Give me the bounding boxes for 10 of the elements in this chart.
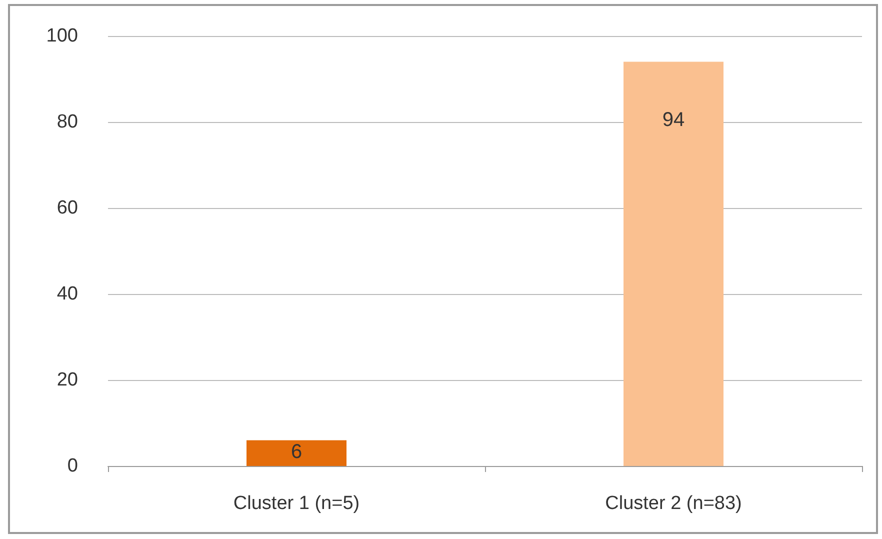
- y-tick-label: 40: [56, 284, 78, 304]
- data-label: 94: [662, 108, 685, 131]
- x-tick-label: Cluster 2 (n=83): [605, 493, 742, 514]
- y-tick-label: 20: [56, 370, 78, 390]
- y-tick-label: 0: [67, 456, 78, 476]
- y-tick-label: 80: [56, 112, 78, 132]
- y-tick-label: 60: [56, 198, 78, 218]
- data-label: 6: [290, 441, 302, 464]
- x-tick-label: Cluster 1 (n=5): [233, 493, 360, 514]
- y-tick-label: 100: [46, 26, 78, 46]
